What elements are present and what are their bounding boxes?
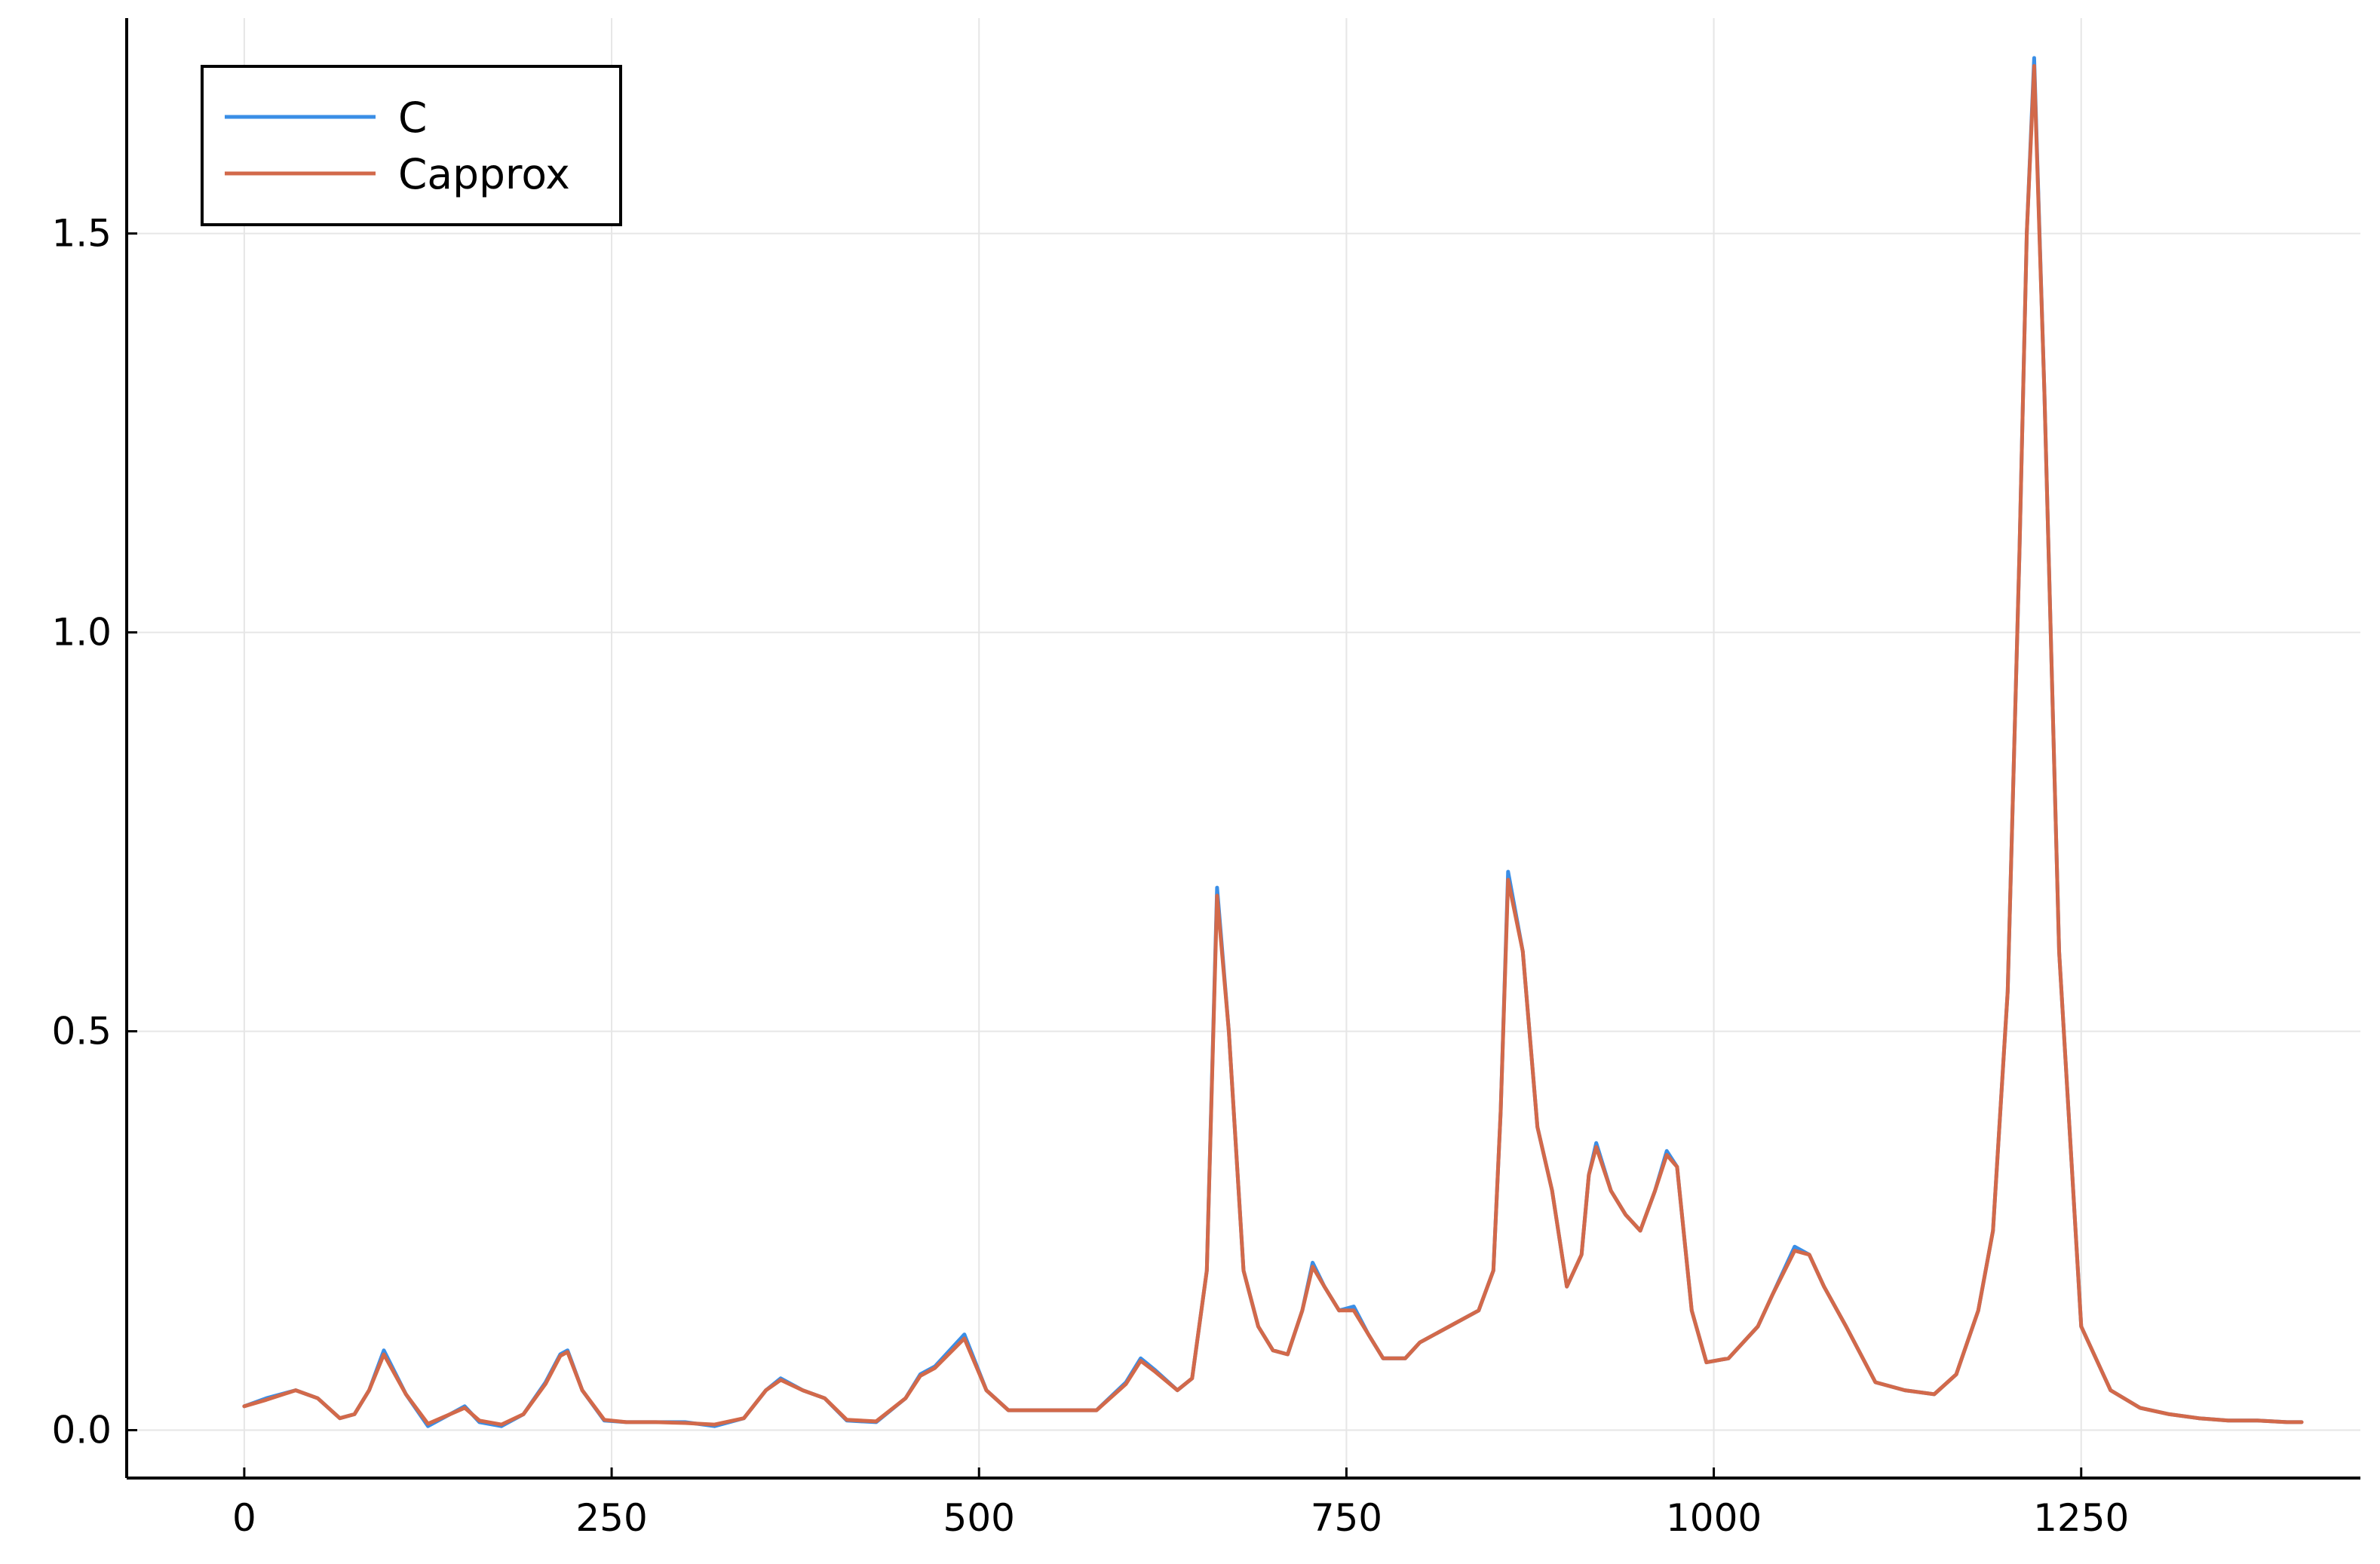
x-tick-label: 0 <box>232 1496 256 1540</box>
y-tick-label: 1.5 <box>51 212 112 256</box>
legend: C Capprox <box>201 65 622 226</box>
x-tick-label: 1000 <box>1666 1496 1762 1540</box>
legend-label-c: C <box>398 94 427 142</box>
x-tick-label: 1250 <box>2033 1496 2129 1540</box>
series-lines <box>242 56 2304 1428</box>
legend-label-capprox: Capprox <box>398 150 570 198</box>
axes <box>125 18 2360 1480</box>
tick-marks-and-labels: 0 250 500 750 1000 1250 0.0 0.5 1.0 1.5 <box>51 212 2129 1540</box>
x-tick-label: 250 <box>575 1496 647 1540</box>
y-tick-label: 0.0 <box>51 1409 112 1452</box>
series-line-capprox <box>242 64 2304 1427</box>
y-tick-label: 0.5 <box>51 1010 112 1053</box>
legend-box <box>201 65 622 226</box>
grid-lines <box>127 18 2360 1478</box>
y-tick-label: 1.0 <box>51 611 112 655</box>
x-tick-label: 500 <box>943 1496 1015 1540</box>
x-tick-label: 750 <box>1311 1496 1382 1540</box>
